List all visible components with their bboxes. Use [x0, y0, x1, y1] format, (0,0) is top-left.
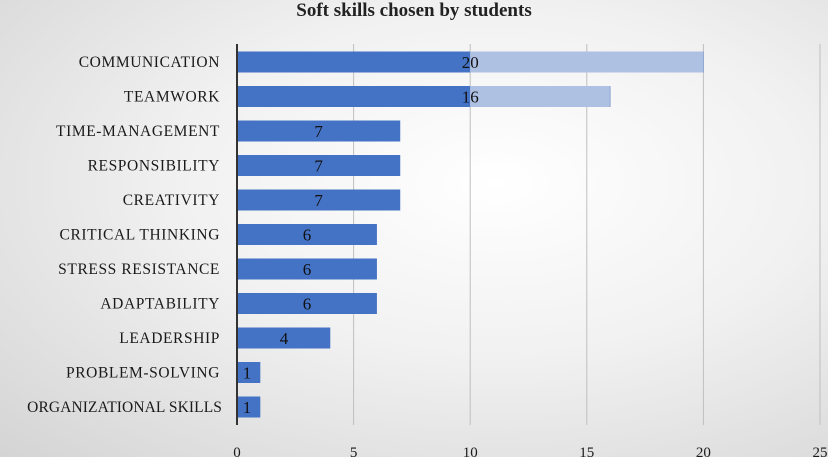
category-label: ORGANIZATIONAL SKILLS [27, 399, 222, 416]
bar [237, 396, 261, 418]
x-tick-label: 5 [350, 445, 358, 457]
bar [237, 258, 377, 280]
data-label: 20 [462, 53, 479, 72]
bar [237, 189, 401, 211]
data-label: 6 [303, 295, 312, 314]
category-label: CREATIVITY [123, 192, 220, 209]
category-label: COMMUNICATION [79, 54, 220, 71]
bars [237, 51, 704, 418]
category-label: CRITICAL THINKING [60, 227, 220, 244]
x-tick-label: 20 [696, 445, 711, 457]
data-label: 7 [314, 157, 323, 176]
category-label: TIME-MANAGEMENT [56, 123, 220, 140]
bar [237, 51, 471, 73]
category-label: STRESS RESISTANCE [58, 261, 220, 278]
bar [237, 155, 401, 176]
bar [237, 293, 377, 314]
x-tick-label: 15 [579, 445, 594, 457]
bar-extension [470, 51, 704, 73]
data-label: 6 [303, 226, 312, 245]
x-tick-label: 10 [463, 445, 478, 457]
bar-extension [470, 86, 611, 107]
bar [237, 120, 401, 142]
x-tick-label: 25 [813, 445, 828, 457]
data-label: 1 [243, 398, 252, 417]
category-label: LEADERSHIP [119, 330, 220, 347]
bar [237, 327, 331, 349]
data-label: 6 [303, 260, 312, 279]
x-tick-labels: 0 5 10 15 20 25 [233, 445, 827, 457]
data-label: 4 [280, 329, 289, 348]
category-labels: COMMUNICATION TEAMWORK TIME-MANAGEMENT RESP… [27, 54, 222, 416]
bar-end [609, 86, 611, 107]
data-label: 7 [314, 191, 323, 210]
bar [237, 224, 377, 245]
chart-title: Soft skills chosen by students [296, 0, 532, 21]
bar [237, 86, 471, 107]
bar [237, 362, 261, 383]
category-label: PROBLEM-SOLVING [66, 365, 220, 382]
data-label: 7 [314, 122, 323, 141]
x-tick-label: 0 [233, 445, 241, 457]
data-label: 1 [243, 364, 252, 383]
category-label: RESPONSIBILITY [88, 158, 220, 175]
category-label: TEAMWORK [124, 89, 220, 106]
bar-end [702, 51, 704, 73]
category-label: ADAPTABILITY [100, 296, 220, 313]
data-label: 16 [462, 88, 479, 107]
